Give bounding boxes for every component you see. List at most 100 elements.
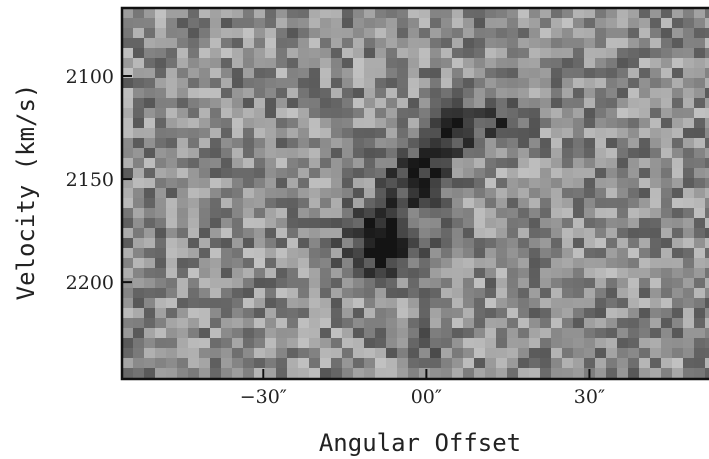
heatmap-cell xyxy=(210,198,222,209)
heatmap-cell xyxy=(419,308,431,319)
heatmap-cell xyxy=(595,148,607,159)
heatmap-cell xyxy=(298,358,310,369)
heatmap-cell xyxy=(551,68,563,79)
heatmap-cell xyxy=(430,118,442,129)
heatmap-cell xyxy=(397,148,409,159)
heatmap-cell xyxy=(331,48,343,59)
heatmap-cell xyxy=(188,88,200,99)
heatmap-cell xyxy=(540,168,552,179)
heatmap-cell xyxy=(408,218,420,229)
heatmap-cell xyxy=(562,308,574,319)
heatmap-cell xyxy=(705,128,709,139)
heatmap-cell xyxy=(210,268,222,279)
heatmap-cell xyxy=(386,228,398,239)
heatmap-cell xyxy=(144,118,156,129)
heatmap-cell xyxy=(254,318,266,329)
heatmap-cell xyxy=(661,328,673,339)
heatmap-cell xyxy=(287,368,299,379)
heatmap-cell xyxy=(375,278,387,289)
heatmap-cell xyxy=(353,208,365,219)
heatmap-cell xyxy=(243,68,255,79)
heatmap-cell xyxy=(320,8,332,19)
heatmap-cell xyxy=(639,8,651,19)
heatmap-cell xyxy=(639,108,651,119)
heatmap-cell xyxy=(573,188,585,199)
heatmap-cell xyxy=(683,118,695,129)
heatmap-cell xyxy=(122,328,134,339)
heatmap-cell xyxy=(331,98,343,109)
heatmap-cell xyxy=(430,78,442,89)
heatmap-cell xyxy=(221,108,233,119)
heatmap-cell xyxy=(672,228,684,239)
heatmap-cell xyxy=(122,88,134,99)
heatmap-cell xyxy=(463,78,475,89)
heatmap-cell xyxy=(595,8,607,19)
heatmap-cell xyxy=(507,338,519,349)
heatmap-cell xyxy=(320,368,332,379)
heatmap-cell xyxy=(210,328,222,339)
heatmap-cell xyxy=(309,258,321,269)
heatmap-cell xyxy=(386,18,398,29)
heatmap-cell xyxy=(232,288,244,299)
heatmap-cell xyxy=(485,228,497,239)
heatmap-cell xyxy=(518,278,530,289)
heatmap-cell xyxy=(551,8,563,19)
heatmap-cell xyxy=(144,198,156,209)
heatmap-cell xyxy=(188,18,200,29)
heatmap-cell xyxy=(474,308,486,319)
heatmap-cell xyxy=(419,68,431,79)
heatmap-cell xyxy=(133,148,145,159)
heatmap-cell xyxy=(606,258,618,269)
heatmap-cell xyxy=(265,88,277,99)
heatmap-cell xyxy=(122,78,134,89)
heatmap-cell xyxy=(463,268,475,279)
heatmap-cell xyxy=(452,288,464,299)
heatmap-cell xyxy=(133,218,145,229)
heatmap-cell xyxy=(705,8,709,19)
heatmap-cell xyxy=(606,358,618,369)
heatmap-cell xyxy=(617,348,629,359)
heatmap-cell xyxy=(617,98,629,109)
heatmap-cell xyxy=(331,358,343,369)
heatmap-cell xyxy=(408,78,420,89)
heatmap-cell xyxy=(540,148,552,159)
heatmap-cell xyxy=(408,178,420,189)
heatmap-cell xyxy=(463,238,475,249)
heatmap-cell xyxy=(650,68,662,79)
heatmap-cell xyxy=(518,218,530,229)
heatmap-cell xyxy=(364,198,376,209)
heatmap-cell xyxy=(188,298,200,309)
heatmap-cell xyxy=(573,268,585,279)
heatmap-cell xyxy=(694,218,706,229)
heatmap-cell xyxy=(683,358,695,369)
heatmap-cell xyxy=(452,348,464,359)
heatmap-cell xyxy=(243,208,255,219)
heatmap-cell xyxy=(155,248,167,259)
heatmap-cell xyxy=(298,258,310,269)
heatmap-cell xyxy=(375,68,387,79)
heatmap-cell xyxy=(694,168,706,179)
heatmap-cell xyxy=(419,18,431,29)
heatmap-cell xyxy=(408,88,420,99)
heatmap-cell xyxy=(320,308,332,319)
heatmap-cell xyxy=(276,28,288,39)
heatmap-cell xyxy=(210,238,222,249)
heatmap-cell xyxy=(562,88,574,99)
heatmap-cell xyxy=(408,278,420,289)
heatmap-cell xyxy=(694,348,706,359)
heatmap-cell xyxy=(639,158,651,169)
heatmap-cell xyxy=(650,218,662,229)
heatmap-cell xyxy=(254,218,266,229)
heatmap-cell xyxy=(452,258,464,269)
heatmap-cell xyxy=(298,268,310,279)
heatmap-cell xyxy=(540,268,552,279)
heatmap-cell xyxy=(606,148,618,159)
heatmap-cell xyxy=(276,218,288,229)
heatmap-cell xyxy=(265,368,277,379)
heatmap-cell xyxy=(496,338,508,349)
heatmap-cell xyxy=(573,248,585,259)
heatmap-cell xyxy=(529,168,541,179)
heatmap-cell xyxy=(573,288,585,299)
heatmap-cell xyxy=(331,138,343,149)
heatmap-cell xyxy=(177,158,189,169)
